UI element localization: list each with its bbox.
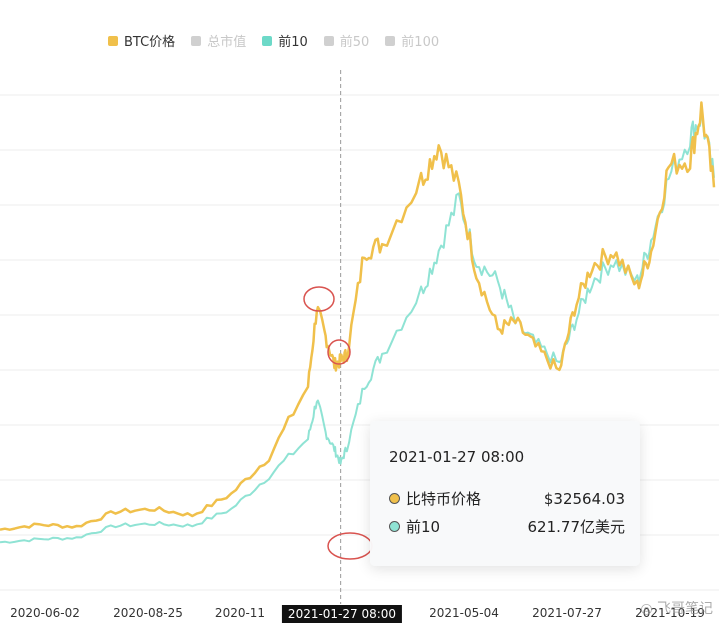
x-tick-label: 2020-08-25 [113, 606, 183, 620]
legend-label: 前50 [339, 35, 370, 50]
legend-swatch-top100 [385, 35, 396, 46]
x-tick-label: 2020-11 [214, 606, 266, 620]
legend-item-btc-price[interactable]: BTC价格 [108, 31, 175, 50]
annotation-circle-peak [303, 286, 335, 312]
legend-label: BTC价格 [124, 35, 176, 50]
legend-item-total-cap[interactable]: 总市值 [191, 31, 246, 50]
legend-label: 前10 [278, 35, 308, 50]
annotation-circle-dip [327, 339, 351, 365]
series-layer [0, 101, 716, 544]
legend-swatch-btc [108, 35, 118, 46]
tooltip-title: 2021-01-27 08:00 [389, 448, 525, 466]
legend-item-top10[interactable]: 前10 [262, 31, 308, 50]
tooltip-label: 前10 [406, 518, 441, 536]
tooltip-label: 比特币价格 [406, 490, 482, 508]
chart-legend: BTC价格 总市值 前10 前50 前100 [108, 31, 439, 50]
legend-swatch-total-cap [191, 35, 202, 46]
legend-label: 总市值 [207, 35, 247, 50]
x-tick-label: 2021-10-19 [635, 606, 705, 620]
legend-item-top100[interactable]: 前100 [385, 31, 439, 50]
tooltip-value: 621.77亿美元 [527, 518, 626, 536]
tooltip-dot-btc [389, 493, 400, 504]
x-tick-label: 2021-07-27 [532, 606, 602, 620]
series-line-btc-price [0, 101, 716, 531]
x-axis: 2020-06-02 2020-08-25 2020-11 2021-01-27… [0, 605, 719, 626]
chart-tooltip: 2021-01-27 08:00 比特币价格 $32564.03 前10 621… [370, 421, 640, 566]
annotation-layer [303, 286, 373, 560]
annotation-circle-top10 [327, 532, 373, 560]
tooltip-row-top10: 前10 621.77亿美元 [389, 516, 625, 537]
legend-swatch-top50 [323, 35, 334, 46]
tooltip-value: $32564.03 [543, 489, 625, 508]
legend-item-top50[interactable]: 前50 [323, 31, 370, 50]
legend-label: 前100 [401, 35, 440, 50]
legend-swatch-top10 [262, 35, 273, 46]
tooltip-row-btc: 比特币价格 $32564.03 [389, 488, 625, 509]
tooltip-dot-top10 [389, 521, 400, 532]
watermark-logo: ◎ 飞哥笔记 [640, 601, 713, 617]
x-tick-label: 2021-05-04 [429, 606, 499, 620]
x-tick-label: 2020-06-02 [10, 606, 80, 620]
x-tick-label-highlighted: 2021-01-27 08:00 [281, 605, 403, 623]
